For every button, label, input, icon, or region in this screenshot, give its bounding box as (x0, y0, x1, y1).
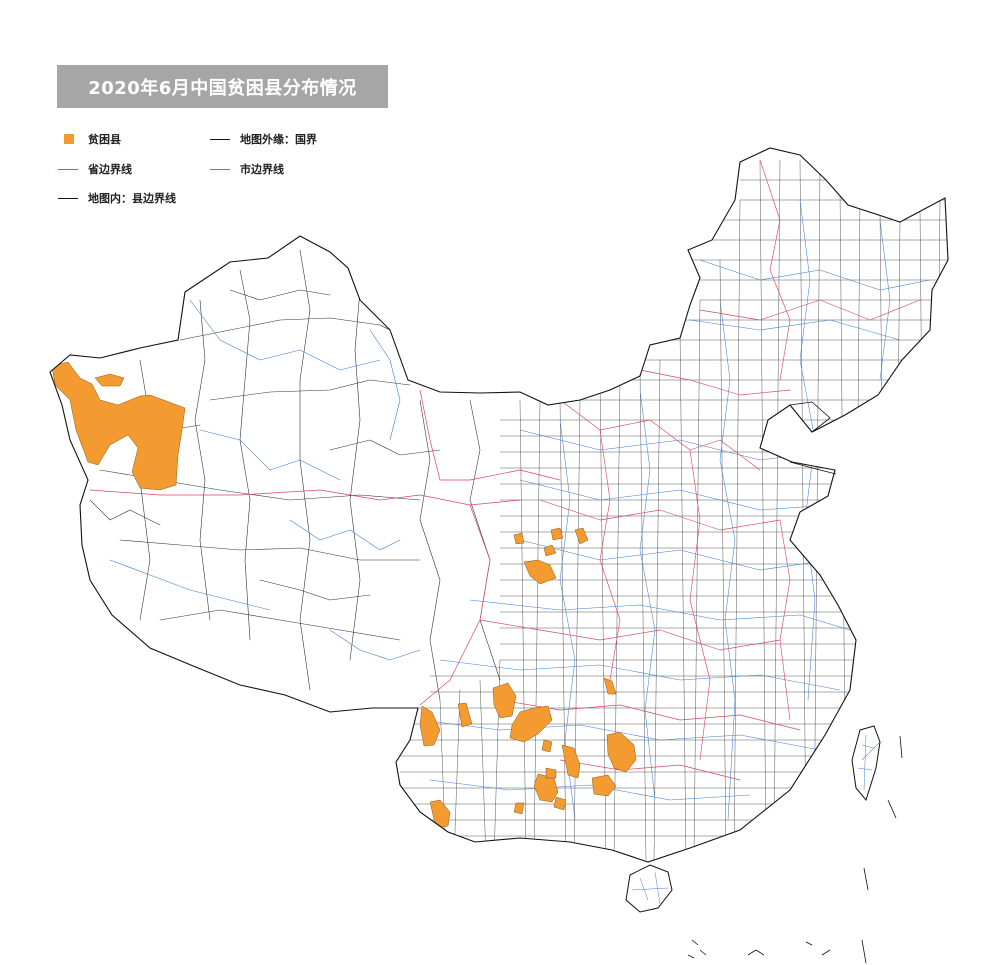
legend-item-national-border: 地图外缘：国界 (210, 131, 317, 147)
south-china-sea-islands (687, 735, 903, 964)
legend-label-county-border: 地图内：县边界线 (88, 192, 176, 205)
legend-label-national-border: 地图外缘：国界 (240, 133, 317, 146)
legend-item-provincial-border: 省边界线 (58, 161, 132, 177)
filled-square-icon (64, 134, 74, 144)
legend-label-provincial-border: 省边界线 (88, 163, 132, 176)
legend-label-city-border: 市边界线 (240, 163, 284, 176)
map-title-box: 2020年6月中国贫困县分布情况 (57, 65, 388, 108)
blue-line-icon (210, 168, 230, 170)
taiwan-island (851, 725, 881, 802)
black-line-icon (58, 197, 78, 199)
black-line-icon (210, 138, 230, 140)
legend-item-poverty-county: 贫困县 (58, 131, 121, 147)
legend-item-county-border: 地图内：县边界线 (58, 190, 176, 206)
red-line-icon (58, 168, 78, 170)
map-title: 2020年6月中国贫困县分布情况 (88, 77, 357, 99)
legend-label-poverty-county: 贫困县 (88, 133, 121, 146)
hainan-island (625, 864, 673, 913)
legend-item-city-border: 市边界线 (210, 161, 284, 177)
